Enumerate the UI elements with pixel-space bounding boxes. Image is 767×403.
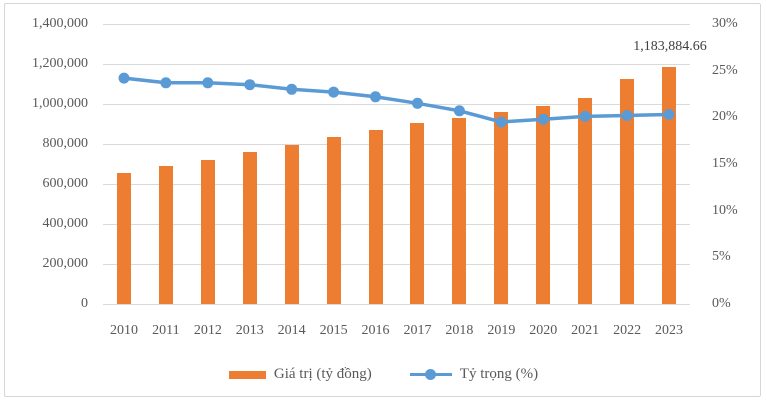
bar-2010 — [116, 173, 131, 304]
gridline — [103, 144, 690, 145]
x-axis-tick-label-2022: 2022 — [613, 323, 642, 338]
bar-2016 — [368, 130, 383, 304]
line-marker-2017 — [412, 97, 423, 109]
bar-series-swatch — [228, 370, 266, 379]
line-marker-2021 — [579, 110, 591, 122]
legend: Giá trị (tỷ đồng) Tỷ trọng (%) — [0, 366, 767, 383]
x-axis-tick-label-2011: 2011 — [152, 323, 180, 338]
trend-line — [123, 76, 670, 124]
y-axis-right-tick-label: 25% — [712, 62, 738, 78]
x-axis-tick-label-2018: 2018 — [445, 323, 474, 338]
bar-2023 — [662, 67, 677, 304]
x-axis-tick-label-2013: 2013 — [235, 323, 264, 338]
y-axis-left-tick-label: 1,200,000 — [32, 56, 88, 71]
x-axis-tick-label-2023: 2023 — [655, 323, 684, 338]
gridline — [103, 224, 690, 225]
legend-item-line-series: Tỷ trọng (%) — [409, 366, 539, 383]
bar-2018 — [452, 118, 467, 304]
y-axis-left-tick-label: 800,000 — [42, 136, 89, 151]
y-axis-left-tick-label: 600,000 — [42, 176, 89, 191]
bar-2021 — [578, 97, 593, 304]
gridline — [103, 184, 690, 185]
line-marker-2019 — [495, 116, 507, 128]
x-axis-tick-label-2021: 2021 — [571, 323, 600, 338]
y-axis-left-tick-label: 400,000 — [42, 216, 89, 231]
bar-2019 — [494, 111, 509, 304]
line-marker-2020 — [537, 113, 549, 125]
y-axis-left-tick-label: 200,000 — [42, 256, 89, 271]
y-axis-right-tick-label: 15% — [712, 156, 738, 171]
bar-2013 — [242, 152, 257, 304]
bar-2012 — [200, 159, 215, 304]
line-marker-2022 — [621, 110, 633, 121]
y-axis-right-tick-label: 10% — [712, 202, 738, 218]
x-axis-tick-label-2017: 2017 — [403, 323, 432, 338]
legend-label-line-series: Tỷ trọng (%) — [459, 366, 539, 382]
line-series-swatch — [409, 369, 452, 381]
x-axis-tick-label-2012: 2012 — [193, 323, 222, 338]
bar-2017 — [410, 123, 425, 304]
plot-area — [103, 24, 690, 305]
gridline — [103, 64, 690, 65]
bar-2020 — [536, 106, 551, 304]
data-label-2023: 1,183,884.66 — [633, 39, 707, 54]
line-marker-2015 — [328, 86, 340, 98]
x-axis-tick-label-2019: 2019 — [487, 323, 516, 338]
line-marker-2023 — [663, 109, 675, 120]
line-marker-2016 — [370, 91, 381, 103]
bar-2022 — [620, 78, 635, 304]
bar-2015 — [326, 137, 341, 304]
x-axis-tick-label-2010: 2010 — [109, 323, 138, 338]
line-marker-2011 — [160, 77, 172, 89]
bar-2011 — [158, 166, 173, 304]
line-marker-2013 — [244, 79, 256, 91]
gridline — [103, 264, 690, 265]
trend-line-layer — [118, 72, 675, 128]
y-axis-left-tick-label: 1,400,000 — [32, 16, 88, 31]
line-marker-2018 — [453, 105, 465, 117]
gridline — [103, 304, 690, 305]
line-swatch-marker — [425, 369, 437, 380]
y-axis-right-tick-label: 20% — [712, 109, 738, 125]
gridline — [103, 24, 690, 25]
line-marker-2012 — [202, 77, 214, 89]
y-axis-right-tick-label: 5% — [712, 249, 731, 265]
y-axis-right-tick-label: 0% — [712, 296, 731, 311]
y-axis-left-tick-label: 0 — [81, 296, 88, 311]
y-axis-right-tick-label: 30% — [712, 16, 738, 31]
x-axis-tick-label-2014: 2014 — [277, 323, 306, 338]
gridline — [103, 104, 690, 105]
x-axis-tick-label-2015: 2015 — [319, 323, 348, 338]
y-axis-left-tick-label: 1,000,000 — [32, 96, 88, 111]
line-marker-2014 — [286, 83, 298, 95]
x-axis-tick-label-2020: 2020 — [529, 323, 558, 338]
legend-item-bar-series: Giá trị (tỷ đồng) — [228, 366, 372, 383]
bar-2014 — [284, 144, 299, 304]
legend-label-bar-series: Giá trị (tỷ đồng) — [273, 366, 372, 382]
x-axis-tick-label-2016: 2016 — [361, 323, 390, 338]
line-marker-2010 — [118, 72, 130, 84]
